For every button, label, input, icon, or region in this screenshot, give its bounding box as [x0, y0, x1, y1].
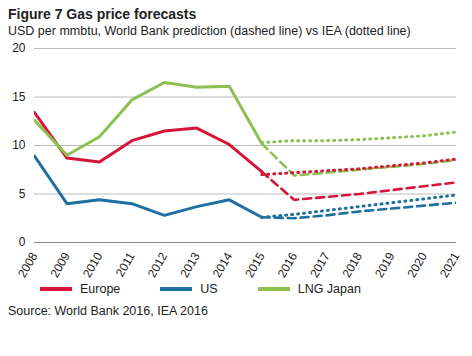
svg-text:2012: 2012 — [145, 250, 171, 280]
html-text:USD per mmbtu, World Bank pred: USD per mmbtu, World Bank prediction (da… — [8, 24, 411, 38]
svg-text:2011: 2011 — [113, 250, 138, 280]
html-text:LNG Japan: LNG Japan — [297, 282, 361, 296]
svg-text:2010: 2010 — [80, 250, 106, 280]
svg-text:2021: 2021 — [437, 250, 463, 280]
svg-text:0: 0 — [19, 235, 26, 249]
svg-text:2008: 2008 — [15, 250, 41, 280]
svg-text:2017: 2017 — [307, 250, 333, 280]
html-text:Source: World Bank 2016, IEA 2: Source: World Bank 2016, IEA 2016 — [8, 304, 208, 318]
html-text:Figure 7 Gas price forecasts: Figure 7 Gas price forecasts — [8, 6, 197, 22]
svg-text:2016: 2016 — [275, 250, 301, 280]
svg-text:2014: 2014 — [210, 250, 236, 280]
svg-text:2009: 2009 — [47, 250, 73, 280]
svg-text:2018: 2018 — [340, 250, 366, 280]
svg-text:2019: 2019 — [372, 250, 398, 280]
svg-text:2015: 2015 — [242, 250, 268, 280]
svg-text:10: 10 — [12, 138, 26, 152]
svg-text:5: 5 — [19, 187, 26, 201]
svg-text:20: 20 — [12, 41, 26, 55]
html-text:US: US — [200, 282, 218, 296]
svg-text:2020: 2020 — [404, 250, 430, 280]
svg-text:15: 15 — [12, 90, 26, 104]
svg-text:2013: 2013 — [177, 250, 203, 280]
html-text:Europe: Europe — [80, 282, 121, 296]
